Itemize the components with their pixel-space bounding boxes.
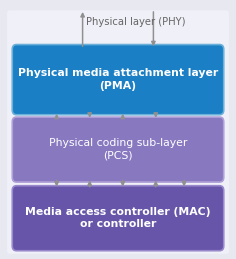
FancyBboxPatch shape [7, 10, 229, 254]
Text: Physical coding sub-layer
(PCS): Physical coding sub-layer (PCS) [49, 138, 187, 161]
Text: Physical media attachment layer
(PMA): Physical media attachment layer (PMA) [18, 68, 218, 91]
FancyBboxPatch shape [12, 45, 224, 115]
Text: Media access controller (MAC)
or controller: Media access controller (MAC) or control… [25, 207, 211, 229]
FancyBboxPatch shape [12, 186, 224, 251]
Text: Physical layer (PHY): Physical layer (PHY) [86, 17, 185, 27]
FancyBboxPatch shape [12, 117, 224, 182]
